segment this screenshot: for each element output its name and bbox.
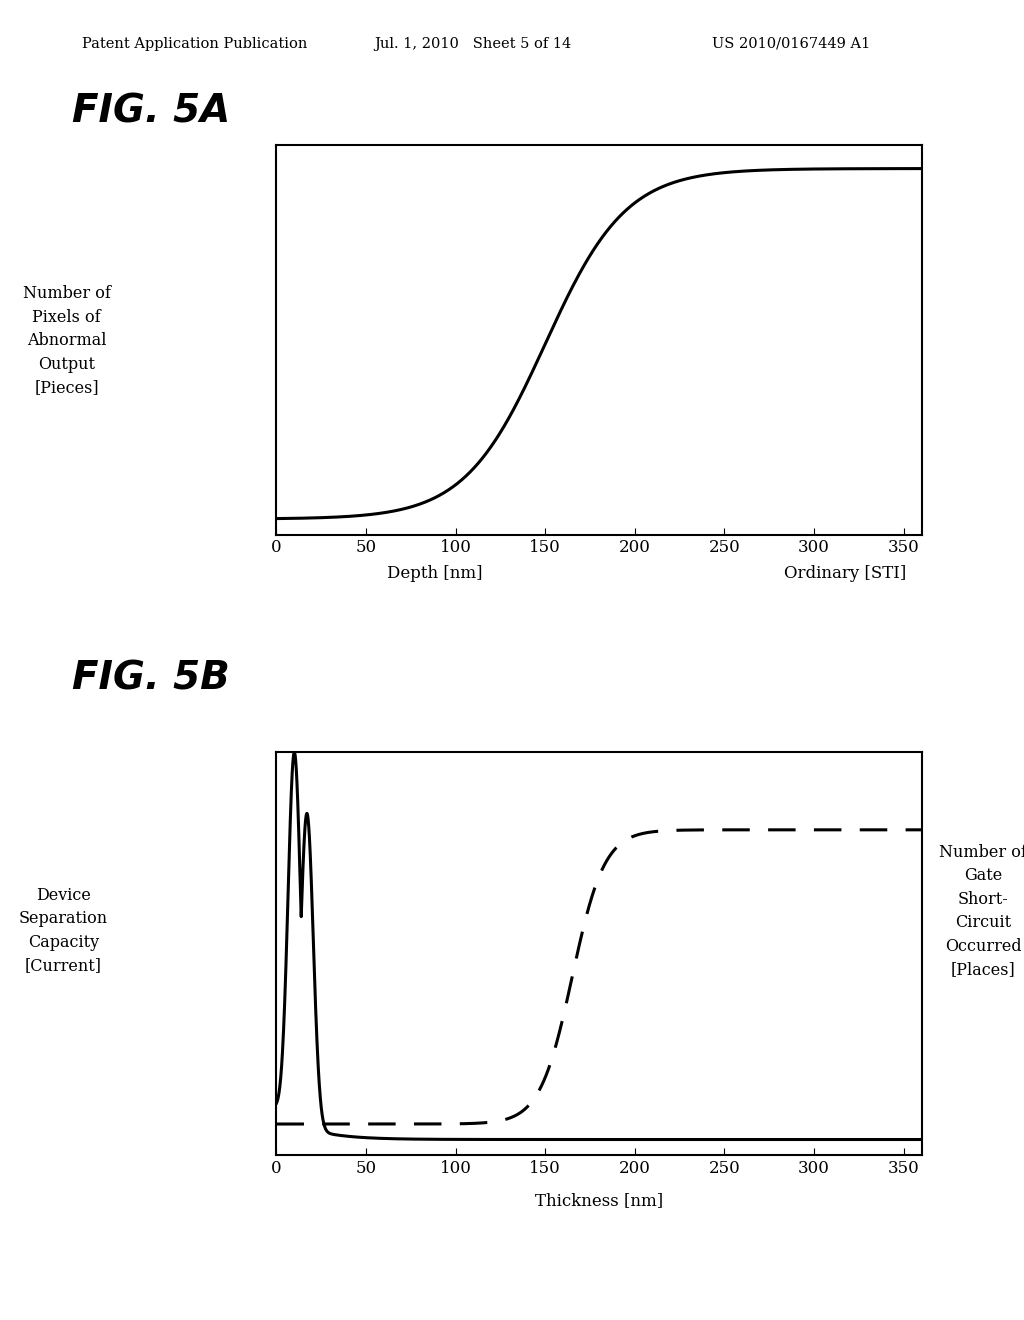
Text: Ordinary [STI]: Ordinary [STI] [784,565,906,582]
Text: Thickness [nm]: Thickness [nm] [535,1192,664,1209]
Text: FIG. 5A: FIG. 5A [72,92,230,131]
Text: FIG. 5B: FIG. 5B [72,660,229,698]
Text: Patent Application Publication: Patent Application Publication [82,37,307,51]
Text: Depth [nm]: Depth [nm] [387,565,483,582]
Text: US 2010/0167449 A1: US 2010/0167449 A1 [712,37,870,51]
Text: Number of
Pixels of
Abnormal
Output
[Pieces]: Number of Pixels of Abnormal Output [Pie… [23,285,111,396]
Text: Device
Separation
Capacity
[Current]: Device Separation Capacity [Current] [18,887,109,974]
Text: Number of
Gate
Short-
Circuit
Occurred
[Places]: Number of Gate Short- Circuit Occurred [… [939,843,1024,978]
Text: Jul. 1, 2010   Sheet 5 of 14: Jul. 1, 2010 Sheet 5 of 14 [374,37,571,51]
